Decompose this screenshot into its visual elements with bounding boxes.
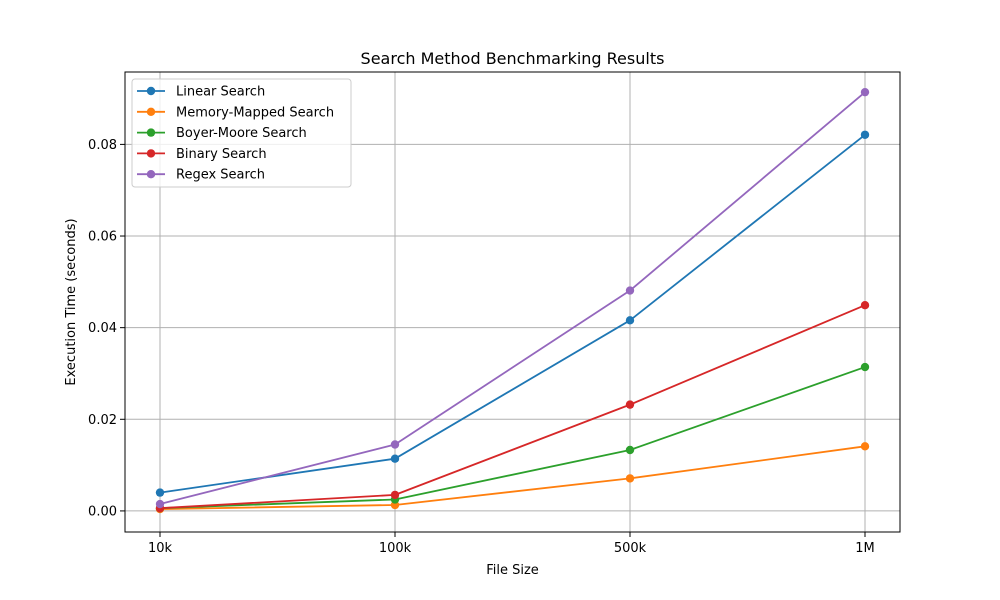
ticks-layer: 10k 100k 500k 1M 0.00 0.02 0.04 0.06 0.08: [88, 138, 875, 556]
legend-entry: Boyer-Moore Search: [137, 126, 307, 141]
legend-marker: [146, 86, 156, 96]
legend-label: Regex Search: [176, 168, 265, 183]
legend-label: Boyer-Moore Search: [176, 126, 307, 141]
series-line: [159, 366, 866, 510]
data-point: [625, 445, 635, 455]
series-line: [159, 445, 866, 510]
legend-marker: [146, 128, 156, 137]
x-axis-label: File Size: [486, 563, 539, 578]
series-line: [159, 134, 866, 494]
legend-marker: [146, 107, 156, 117]
x-tick-label: 10k: [148, 541, 173, 556]
legend-entry: Regex Search: [137, 168, 265, 183]
y-tick-label: 0.04: [88, 321, 117, 336]
x-tick-label: 1M: [855, 541, 875, 556]
legend-marker: [146, 170, 156, 179]
x-tick-label: 500k: [614, 541, 647, 556]
data-point: [390, 440, 400, 449]
legend-label: Linear Search: [176, 85, 265, 100]
legend: Linear Search Memory-Mapped Search Boyer-M…: [131, 78, 352, 188]
data-point: [860, 442, 870, 451]
data-point: [155, 499, 165, 509]
y-tick-label: 0.06: [88, 230, 117, 245]
legend-box: [131, 78, 352, 188]
plot-frame: [124, 71, 901, 533]
data-point: [155, 488, 165, 497]
data-point: [390, 454, 400, 463]
data-point: [625, 474, 635, 483]
series-regex-search: [155, 87, 870, 509]
series-line: [159, 304, 866, 510]
data-point: [860, 130, 870, 139]
data-point: [860, 301, 870, 310]
data-point: [860, 87, 870, 97]
data-point: [390, 490, 400, 500]
y-axis-label: Execution Time (seconds): [64, 218, 79, 385]
y-tick-label: 0.00: [88, 504, 117, 519]
y-tick-label: 0.02: [88, 413, 117, 428]
data-point: [860, 362, 870, 372]
data-point: [625, 316, 635, 325]
series-linear-search: [155, 130, 870, 497]
legend-label: Memory-Mapped Search: [176, 105, 334, 120]
data-point: [625, 400, 635, 409]
legend-entry: Memory-Mapped Search: [137, 105, 334, 120]
legend-marker: [146, 149, 156, 158]
y-tick-label: 0.08: [88, 138, 117, 153]
series-layer: [155, 87, 870, 514]
legend-entry: Binary Search: [137, 147, 267, 162]
chart-title: Search Method Benchmarking Results: [361, 49, 665, 68]
legend-label: Binary Search: [176, 147, 267, 162]
x-tick-label: 100k: [379, 541, 412, 556]
series-line: [159, 91, 866, 505]
data-point: [625, 286, 635, 295]
legend-entry: Linear Search: [137, 85, 265, 100]
